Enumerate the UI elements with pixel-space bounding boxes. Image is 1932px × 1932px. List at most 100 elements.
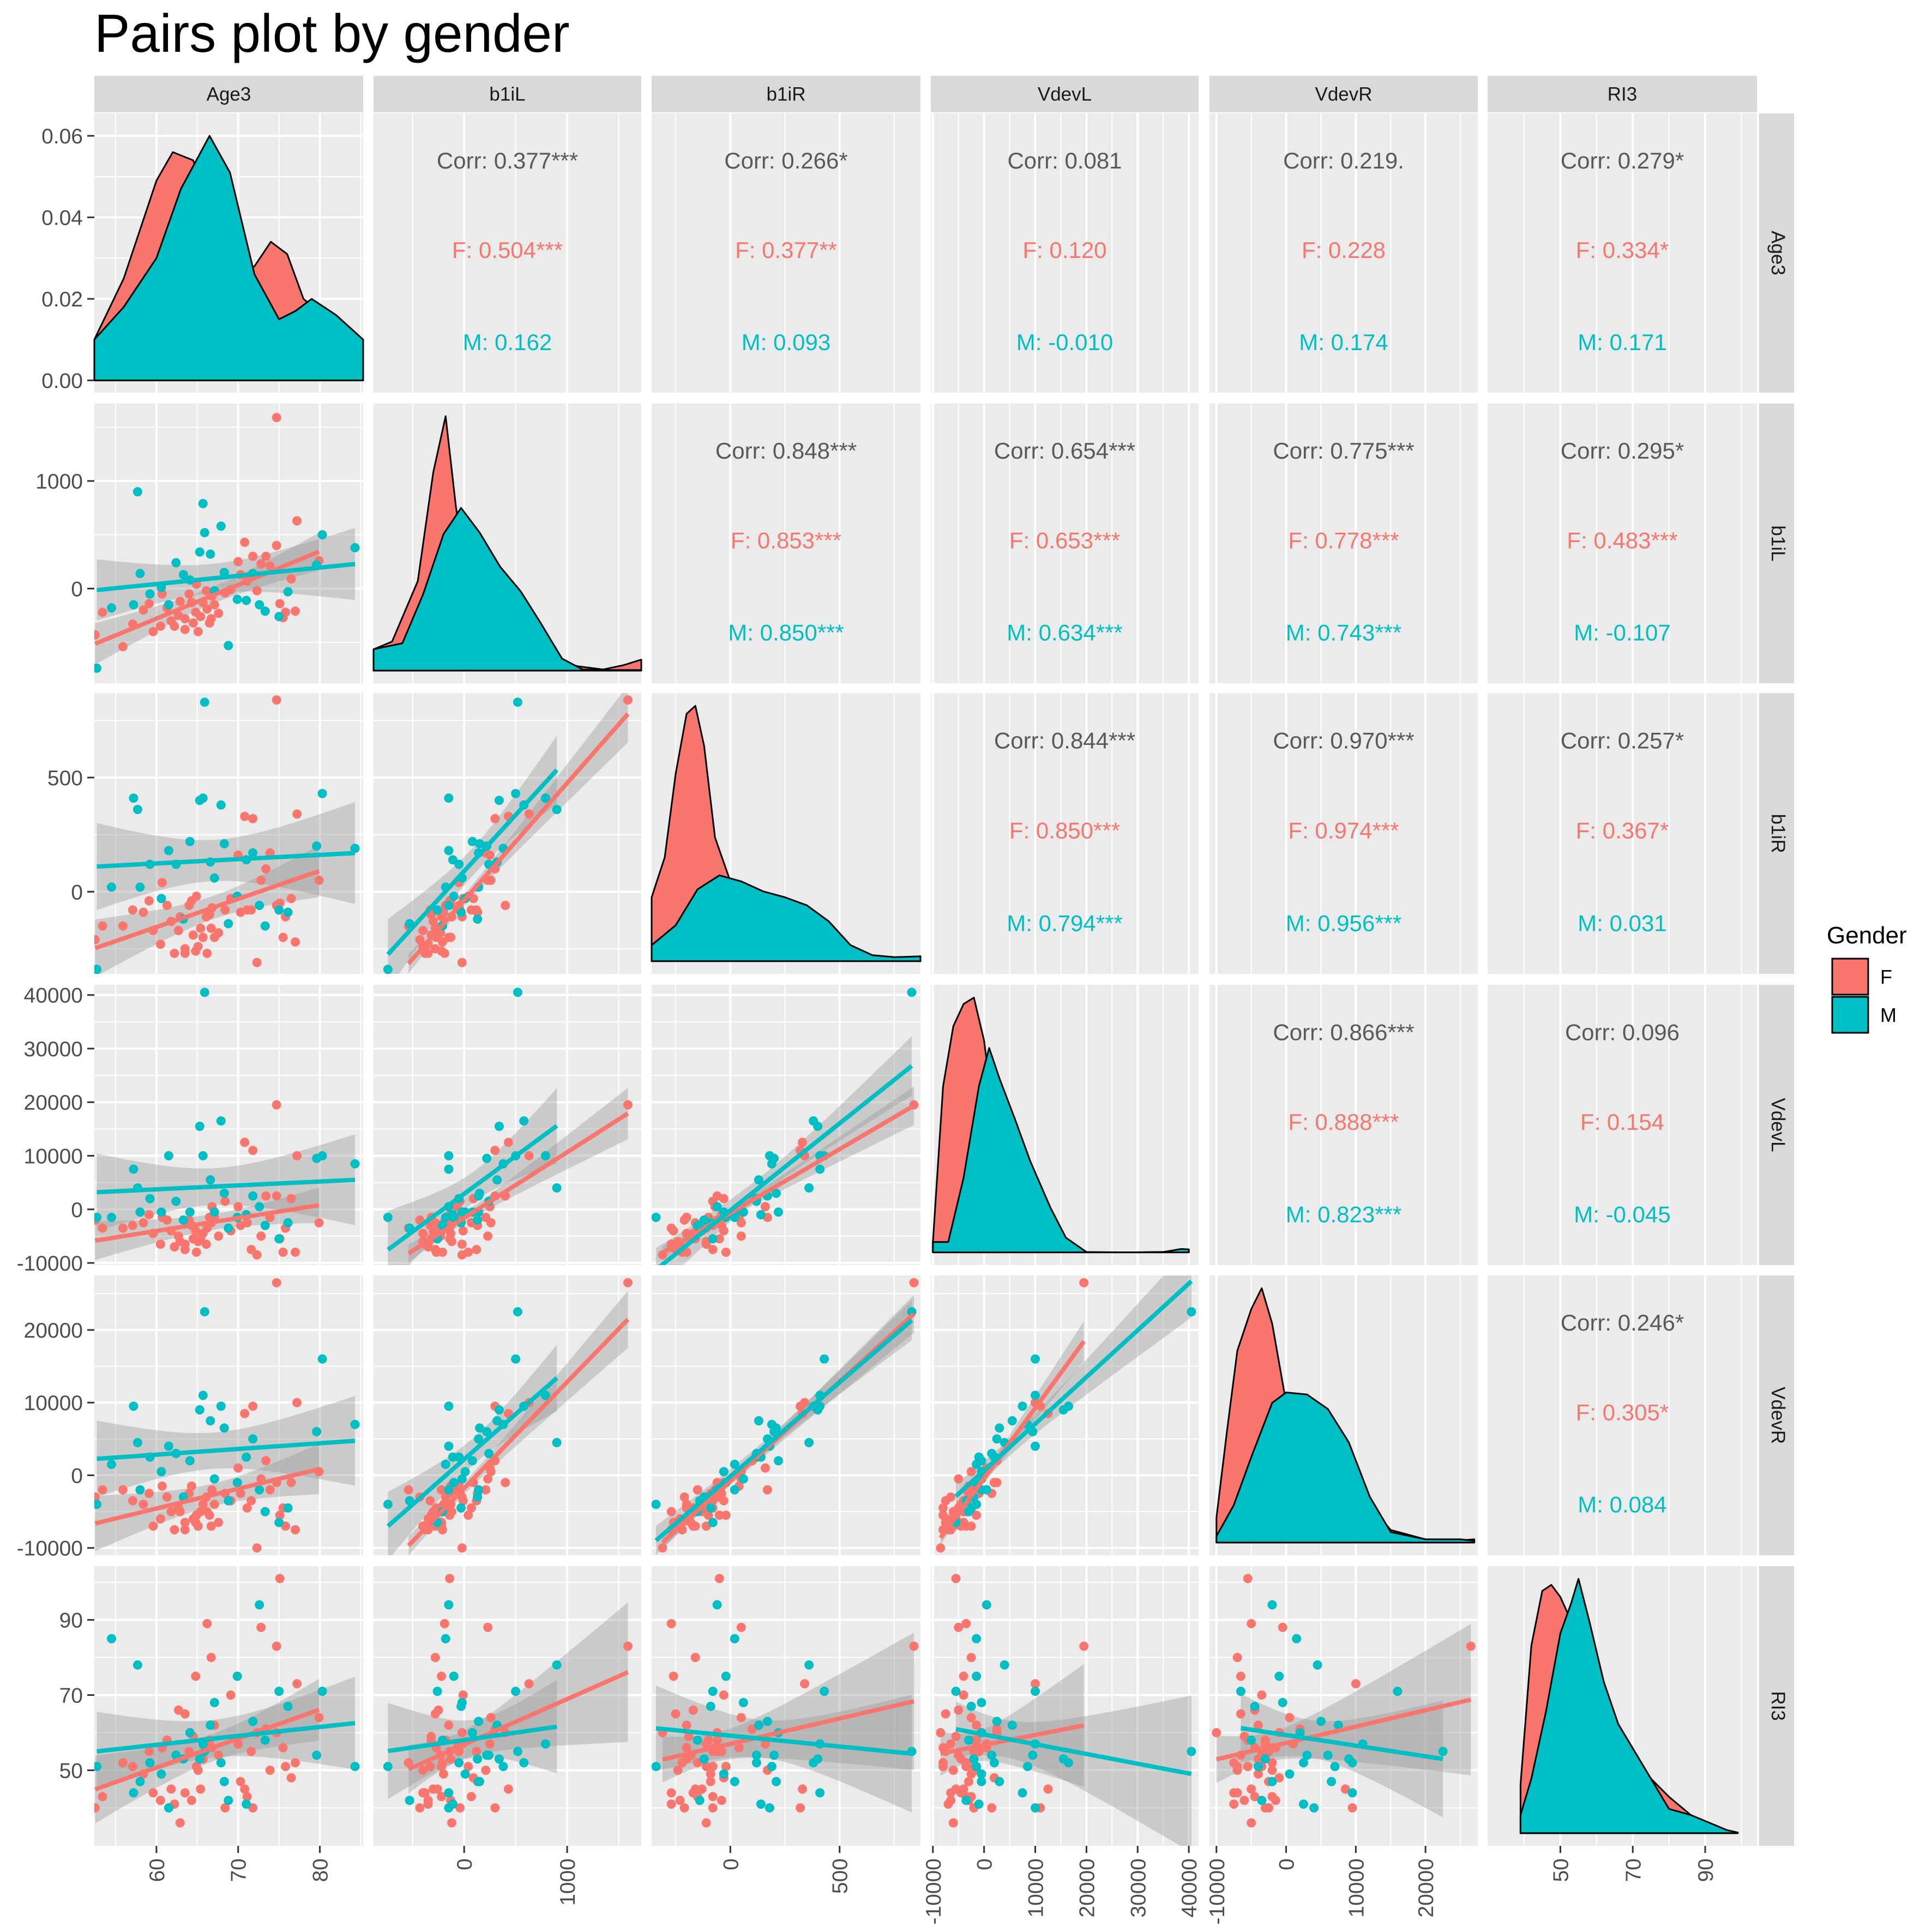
scatter-point-F bbox=[206, 923, 216, 933]
scatter-point-F bbox=[703, 1510, 713, 1520]
scatter-point-F bbox=[291, 1247, 300, 1257]
scatter-point-M bbox=[164, 1151, 173, 1160]
scatter-point-M bbox=[444, 793, 454, 803]
scatter-point-F bbox=[180, 1518, 190, 1527]
scatter-point-F bbox=[157, 1481, 167, 1491]
scatter-point-F bbox=[226, 1690, 236, 1700]
scatter-point-F bbox=[162, 900, 172, 910]
scatter-point-F bbox=[155, 1514, 165, 1524]
regression-line-M bbox=[386, 1376, 558, 1528]
scatter-point-M bbox=[1393, 1687, 1403, 1696]
scatter-point-M bbox=[456, 907, 466, 917]
panel-VdevL-VdevL bbox=[931, 985, 1199, 1265]
scatter-point-F bbox=[170, 621, 179, 631]
scatter-point-F bbox=[98, 1223, 107, 1233]
scatter-point-F bbox=[959, 1690, 968, 1700]
scatter-point-M bbox=[171, 1196, 181, 1206]
scatter-point-M bbox=[1302, 1750, 1312, 1760]
scatter-point-M bbox=[652, 1500, 661, 1509]
scatter-point-F bbox=[256, 875, 266, 885]
scatter-point-F bbox=[438, 1769, 448, 1779]
scatter-point-M bbox=[248, 1434, 258, 1444]
x-tick-label: 0 bbox=[719, 1858, 743, 1870]
scatter-point-F bbox=[464, 1762, 473, 1771]
scatter-point-M bbox=[94, 1213, 101, 1222]
panel-background bbox=[652, 113, 920, 393]
scatter-point-F bbox=[425, 1496, 435, 1506]
scatter-point-M bbox=[756, 1799, 766, 1809]
corr-overall-label: Corr: 0.848*** bbox=[715, 438, 857, 464]
scatter-point-F bbox=[623, 1278, 633, 1287]
scatter-point-M bbox=[995, 1423, 1004, 1433]
scatter-point-M bbox=[473, 1215, 483, 1225]
density-M bbox=[651, 874, 922, 962]
density-M bbox=[93, 135, 364, 382]
scatter-point-F bbox=[1236, 1709, 1245, 1719]
scatter-point-F bbox=[196, 923, 206, 933]
scatter-point-M bbox=[448, 1210, 458, 1220]
scatter-point-M bbox=[444, 1600, 454, 1610]
corr-m-label: M: 0.794*** bbox=[1007, 910, 1122, 936]
corr-m-label: M: 0.084 bbox=[1578, 1492, 1666, 1518]
scatter-point-F bbox=[128, 1496, 137, 1506]
scatter-point-F bbox=[265, 1765, 275, 1775]
scatter-point-F bbox=[909, 1278, 919, 1287]
panel-background bbox=[1209, 985, 1478, 1265]
scatter-point-F bbox=[438, 1247, 447, 1257]
scatter-point-M bbox=[1330, 1762, 1340, 1771]
scatter-point-M bbox=[774, 1456, 783, 1466]
panel-RI3-Age3 bbox=[94, 1566, 363, 1846]
scatter-point-F bbox=[712, 1735, 722, 1745]
scatter-point-M bbox=[552, 1183, 562, 1193]
strip-background bbox=[374, 76, 641, 112]
scatter-point-F bbox=[989, 1478, 999, 1488]
scatter-point-F bbox=[437, 1671, 447, 1681]
scatter-point-M bbox=[133, 1438, 142, 1447]
scatter-point-M bbox=[552, 1660, 562, 1670]
corr-overall-label: Corr: 0.096 bbox=[1565, 1019, 1680, 1045]
column-strip-Age3: Age3 bbox=[94, 76, 363, 112]
corr-m-label: M: 0.162 bbox=[463, 329, 552, 355]
x-tick-label: 10000 bbox=[1345, 1858, 1368, 1917]
scatter-point-M bbox=[185, 1728, 195, 1737]
scatter-point-M bbox=[432, 1687, 442, 1696]
density-M bbox=[1519, 1578, 1739, 1834]
scatter-point-M bbox=[484, 1449, 493, 1458]
regression-line-F bbox=[94, 869, 320, 950]
scatter-point-F bbox=[760, 1739, 770, 1749]
scatter-point-F bbox=[1079, 1278, 1089, 1287]
y-tick-label: 70 bbox=[59, 1684, 83, 1708]
scatter-point-F bbox=[1229, 1758, 1239, 1768]
scatter-point-M bbox=[242, 595, 251, 605]
scatter-point-M bbox=[456, 1503, 466, 1513]
scatter-point-F bbox=[457, 1250, 467, 1260]
scatter-point-M bbox=[448, 855, 458, 865]
scatter-point-M bbox=[164, 1441, 173, 1451]
y-tick-label: 40000 bbox=[24, 984, 83, 1008]
panel-RI3-b1iR bbox=[652, 1566, 920, 1846]
scatter-point-M bbox=[820, 1354, 829, 1364]
panel-VdevL-RI3: Corr: 0.096 F: 0.154 M: -0.045 bbox=[1488, 985, 1757, 1265]
scatter-point-F bbox=[248, 1401, 258, 1411]
scatter-point-M bbox=[519, 1758, 529, 1768]
scatter-point-F bbox=[180, 1239, 190, 1249]
corr-f-label: F: 0.120 bbox=[1022, 237, 1106, 263]
panel-VdevR-RI3: Corr: 0.246* F: 0.305* M: 0.084 bbox=[1488, 1275, 1757, 1555]
legend-label-F: F bbox=[1880, 966, 1892, 988]
scatter-point-M bbox=[283, 587, 293, 597]
scatter-point-M bbox=[972, 1762, 982, 1771]
scatter-point-F bbox=[524, 809, 534, 819]
scatter-point-F bbox=[233, 1463, 243, 1473]
panel-VdevR-b1iR bbox=[652, 1275, 920, 1555]
scatter-point-F bbox=[954, 1750, 964, 1760]
scatter-point-M bbox=[473, 914, 483, 924]
row-strip-b1iL: b1iL bbox=[1759, 404, 1794, 683]
scatter-point-M bbox=[283, 1218, 293, 1227]
scatter-point-M bbox=[219, 1423, 229, 1433]
scatter-point-F bbox=[1466, 1641, 1476, 1651]
scatter-point-F bbox=[966, 1467, 976, 1477]
regression-line-F bbox=[407, 1670, 629, 1772]
scatter-point-F bbox=[265, 561, 275, 571]
scatter-point-M bbox=[1031, 1687, 1040, 1696]
